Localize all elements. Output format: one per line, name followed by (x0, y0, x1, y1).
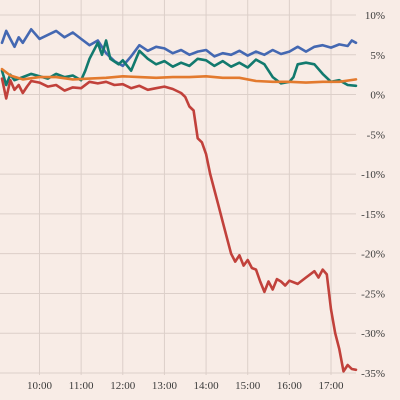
x-tick-label: 17:00 (318, 380, 344, 392)
x-tick-label: 14:00 (194, 380, 220, 392)
y-tick-label: 0% (370, 90, 385, 102)
series-group (0, 28, 358, 373)
x-tick-label: 15:00 (235, 380, 261, 392)
y-axis: 10% 5% 0% -5% -10% -15% -20% -25% -30% -35% (361, 10, 385, 380)
x-tick-label: 12:00 (110, 380, 136, 392)
x-axis: 10:00 11:00 12:00 13:00 14:00 15:00 16:00 17:00 (27, 380, 344, 392)
x-tick-label: 10:00 (27, 380, 53, 392)
series-line-3 (0, 67, 358, 84)
grid (0, 0, 356, 375)
series-line-2 (0, 39, 358, 88)
y-tick-label: 5% (370, 50, 385, 62)
y-tick-label: -15% (361, 209, 385, 221)
x-tick-label: 11:00 (69, 380, 94, 392)
y-tick-label: -30% (361, 328, 385, 340)
x-tick-label: 16:00 (277, 380, 303, 392)
y-tick-label: -35% (361, 368, 385, 380)
y-tick-label: -10% (361, 169, 385, 181)
y-tick-label: -25% (361, 288, 385, 300)
series-line-4 (0, 77, 358, 373)
series-line-1 (0, 28, 358, 68)
y-tick-label: 10% (365, 10, 385, 22)
y-tick-label: -20% (361, 249, 385, 261)
y-tick-label: -5% (367, 129, 385, 141)
x-tick-label: 13:00 (152, 380, 178, 392)
